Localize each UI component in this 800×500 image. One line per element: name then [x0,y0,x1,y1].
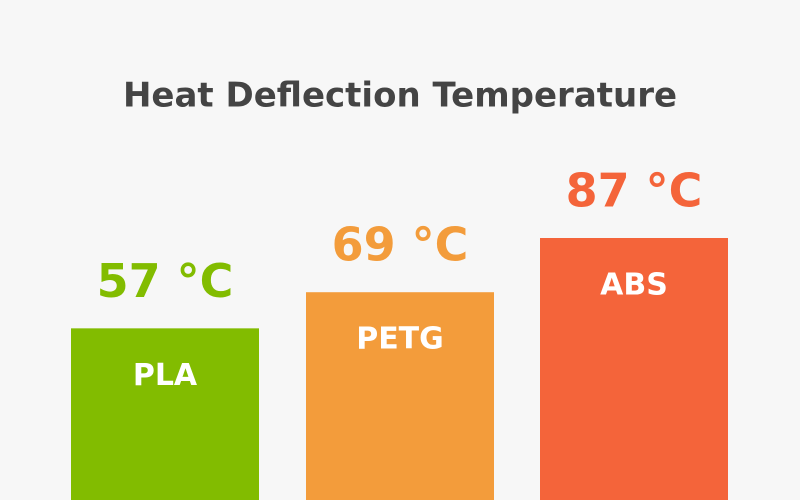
value-label: 87 °C [566,164,703,218]
bar [306,292,494,500]
category-label: ABS [600,268,668,303]
bar [71,328,259,500]
category-label: PLA [133,358,198,393]
category-label: PETG [356,322,444,357]
bar [540,238,728,500]
chart-title: Heat Deflection Temperature [123,76,677,116]
value-label: 69 °C [332,218,469,272]
value-label: 57 °C [97,254,234,308]
